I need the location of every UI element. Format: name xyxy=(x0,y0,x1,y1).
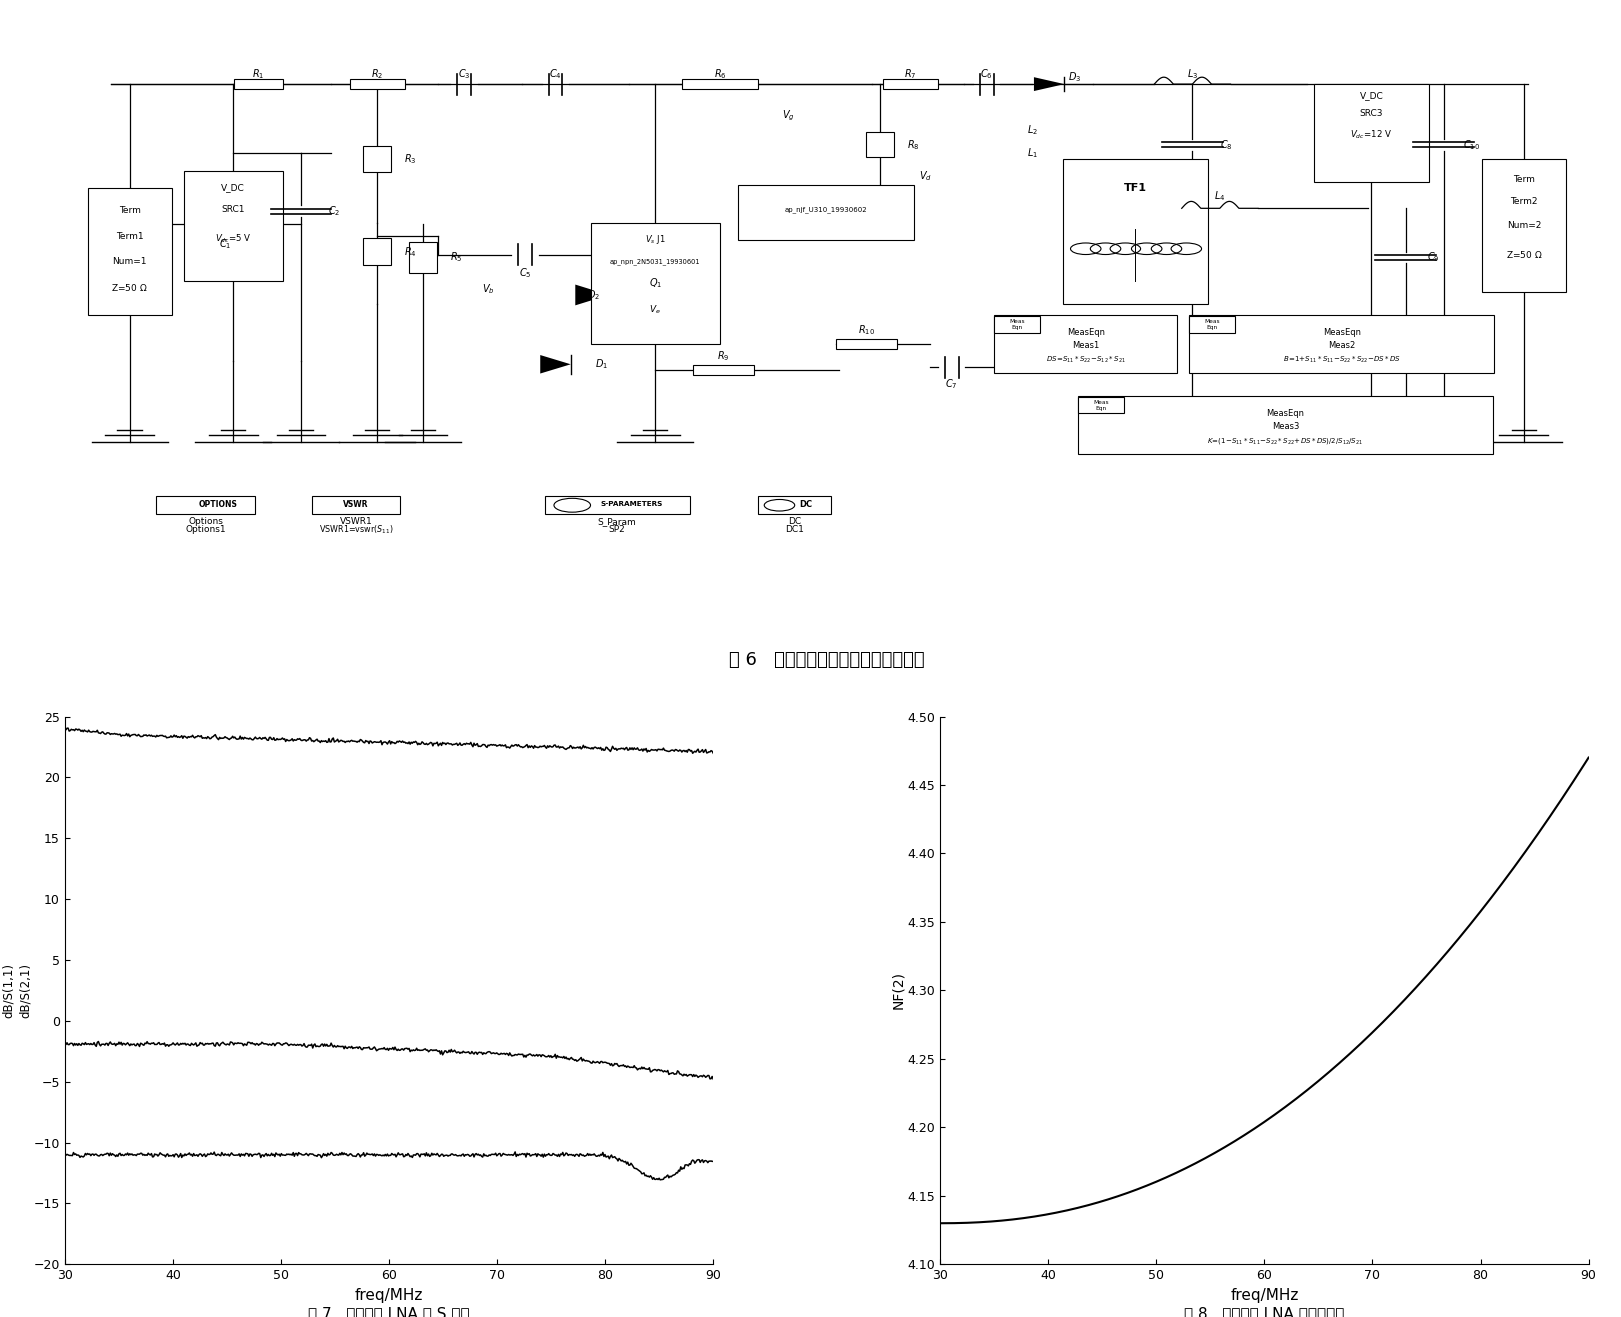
Text: $L_4$: $L_4$ xyxy=(1214,188,1225,203)
Text: 图 6   高增益低噪声放大器俼真电路图: 图 6 高增益低噪声放大器俼真电路图 xyxy=(729,652,924,669)
Text: $V_d$: $V_d$ xyxy=(919,170,932,183)
Bar xyxy=(88,188,172,315)
Text: $R_7$: $R_7$ xyxy=(905,67,917,80)
Text: Options: Options xyxy=(188,516,224,525)
Text: $C_8$: $C_8$ xyxy=(1219,138,1232,151)
Bar xyxy=(408,241,436,274)
Text: $R_9$: $R_9$ xyxy=(716,349,729,362)
Text: DC1: DC1 xyxy=(785,525,804,533)
Bar xyxy=(738,186,914,240)
Text: DC: DC xyxy=(799,500,812,508)
Text: SRC3: SRC3 xyxy=(1360,109,1383,119)
Text: 图 7   高增益下 LNA 的 S 参数: 图 7 高增益下 LNA 的 S 参数 xyxy=(308,1306,470,1317)
Text: DC: DC xyxy=(788,516,801,525)
Text: VSWR: VSWR xyxy=(344,500,368,508)
Text: Term: Term xyxy=(1512,175,1535,183)
Text: SP2: SP2 xyxy=(609,525,626,533)
Bar xyxy=(1315,84,1428,182)
Text: $R_1$: $R_1$ xyxy=(253,67,264,80)
Text: $V_s$ J1: $V_s$ J1 xyxy=(645,233,666,246)
Text: $Q_1$: $Q_1$ xyxy=(648,277,661,290)
Bar xyxy=(350,79,405,88)
Text: $R_3$: $R_3$ xyxy=(405,153,417,166)
Bar xyxy=(1482,159,1566,292)
Bar xyxy=(545,497,689,515)
Bar xyxy=(994,315,1177,373)
Text: V_DC: V_DC xyxy=(1360,91,1383,100)
Text: ap_npn_2N5031_19930601: ap_npn_2N5031_19930601 xyxy=(609,258,700,265)
Bar xyxy=(1078,398,1123,414)
Text: Meas
Eqn: Meas Eqn xyxy=(1010,319,1024,329)
Bar xyxy=(311,497,400,515)
Bar xyxy=(233,79,282,88)
Text: $C_7$: $C_7$ xyxy=(945,378,958,391)
Bar xyxy=(866,132,893,158)
Text: OPTIONS: OPTIONS xyxy=(198,500,237,508)
Text: $V_b$: $V_b$ xyxy=(481,282,494,296)
Text: $L_2$: $L_2$ xyxy=(1028,124,1037,137)
Text: TF1: TF1 xyxy=(1123,183,1146,194)
Text: $B\!=\!1\!+\!S_{11}*S_{11}\!-\!S_{22}*S_{22}\!-\!DS*DS$: $B\!=\!1\!+\!S_{11}*S_{11}\!-\!S_{22}*S_… xyxy=(1282,356,1401,365)
Text: Term2: Term2 xyxy=(1511,198,1538,207)
Text: Meas
Eqn: Meas Eqn xyxy=(1204,319,1221,329)
Text: $V_{dc}$=12 V: $V_{dc}$=12 V xyxy=(1350,129,1392,141)
Text: SRC1: SRC1 xyxy=(222,204,245,213)
Text: $R_5$: $R_5$ xyxy=(451,250,462,265)
Text: $V_g$: $V_g$ xyxy=(783,109,794,122)
Text: Z=50 $\Omega$: Z=50 $\Omega$ xyxy=(112,282,148,292)
Text: S_Param: S_Param xyxy=(598,516,637,525)
Text: $C_1$: $C_1$ xyxy=(219,237,232,250)
Polygon shape xyxy=(540,356,571,374)
Text: $C_{10}$: $C_{10}$ xyxy=(1462,138,1480,151)
Text: Num=2: Num=2 xyxy=(1506,221,1542,230)
Y-axis label: dB/S(2,2)
dB/S(1,1)
dB/S(2,1): dB/S(2,2) dB/S(1,1) dB/S(2,1) xyxy=(0,963,32,1018)
Bar xyxy=(363,238,391,265)
Text: $DS\!=\!S_{11}*S_{22}\!-\!S_{12}*S_{21}$: $DS\!=\!S_{11}*S_{22}\!-\!S_{12}*S_{21}$ xyxy=(1046,356,1125,365)
Text: $K\!=\!(1\!-\!S_{11}*S_{11}\!-\!S_{22}*S_{22}\!+\!DS*DS)/2/S_{12}/S_{21}$: $K\!=\!(1\!-\!S_{11}*S_{11}\!-\!S_{22}*S… xyxy=(1208,436,1363,446)
Text: $D_3$: $D_3$ xyxy=(1068,70,1081,84)
Bar xyxy=(759,497,832,515)
X-axis label: freq/MHz: freq/MHz xyxy=(1230,1288,1298,1303)
Text: V_DC: V_DC xyxy=(222,183,245,192)
Text: $L_1$: $L_1$ xyxy=(1026,146,1037,161)
Text: $D_1$: $D_1$ xyxy=(595,357,608,371)
Bar xyxy=(682,79,759,88)
Bar xyxy=(363,146,391,173)
Text: 图 8   高增益下 LNA 的噪声系数: 图 8 高增益下 LNA 的噪声系数 xyxy=(1185,1306,1344,1317)
Text: Term: Term xyxy=(118,207,141,216)
Text: Meas1: Meas1 xyxy=(1071,341,1099,350)
Text: $R_6$: $R_6$ xyxy=(713,67,726,80)
Text: MeasEqn: MeasEqn xyxy=(1266,408,1305,417)
Text: $C_5$: $C_5$ xyxy=(519,266,532,281)
Bar xyxy=(883,79,939,88)
Polygon shape xyxy=(575,284,609,306)
Bar xyxy=(692,365,754,374)
Polygon shape xyxy=(1034,78,1065,91)
Bar xyxy=(1190,315,1495,373)
Text: $D_2$: $D_2$ xyxy=(587,288,600,302)
Text: $R_2$: $R_2$ xyxy=(371,67,384,80)
Text: $C_4$: $C_4$ xyxy=(550,67,562,80)
Text: $C_2$: $C_2$ xyxy=(329,204,340,219)
Text: $L_3$: $L_3$ xyxy=(1187,67,1198,80)
Bar xyxy=(1190,316,1235,332)
Text: Meas3: Meas3 xyxy=(1271,421,1298,431)
Bar xyxy=(1063,159,1208,304)
Text: Meas2: Meas2 xyxy=(1328,341,1355,350)
Text: VSWR1=vswr($S_{11}$): VSWR1=vswr($S_{11}$) xyxy=(319,523,394,536)
Text: $C_3$: $C_3$ xyxy=(457,67,470,80)
Y-axis label: NF(2): NF(2) xyxy=(890,972,905,1009)
Text: MeasEqn: MeasEqn xyxy=(1323,328,1360,337)
Text: Num=1: Num=1 xyxy=(112,257,148,266)
Text: $V_e$: $V_e$ xyxy=(650,304,661,316)
Text: VSWR1: VSWR1 xyxy=(339,516,373,525)
Text: $C_9$: $C_9$ xyxy=(1426,250,1439,265)
Bar xyxy=(994,316,1041,332)
Text: S-PARAMETERS: S-PARAMETERS xyxy=(600,502,663,507)
Text: $R_4$: $R_4$ xyxy=(404,245,417,258)
Bar xyxy=(836,340,896,349)
X-axis label: freq/MHz: freq/MHz xyxy=(355,1288,423,1303)
Text: Options1: Options1 xyxy=(185,525,225,533)
Text: Meas
Eqn: Meas Eqn xyxy=(1093,400,1109,411)
Bar xyxy=(590,223,720,344)
